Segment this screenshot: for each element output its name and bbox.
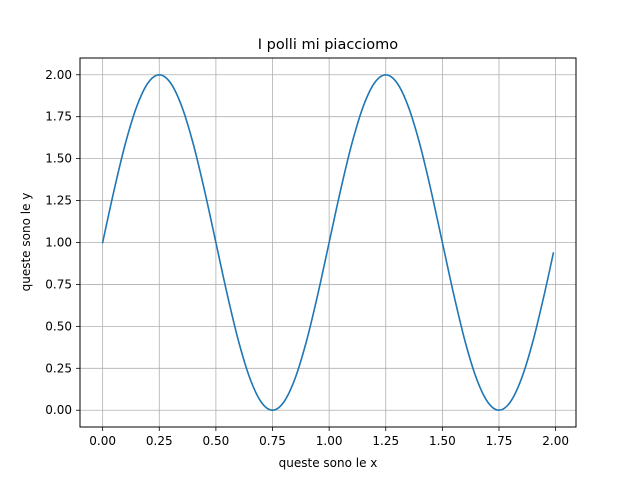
- x-tick-label: 1.75: [486, 434, 513, 448]
- x-tick-label: 1.25: [372, 434, 399, 448]
- series-line: [101, 73, 555, 412]
- x-tick-label: 0.75: [259, 434, 286, 448]
- y-tick-label: 0.25: [45, 361, 72, 375]
- y-tick-label: 0.00: [45, 403, 72, 417]
- x-tick-label: 1.00: [316, 434, 343, 448]
- x-axis-label: queste sono le x: [279, 456, 378, 470]
- y-axis-label: queste sono le y: [19, 193, 33, 292]
- x-tick-label: 0.00: [89, 434, 116, 448]
- y-tick-label: 1.00: [45, 236, 72, 250]
- series-layer: [101, 73, 555, 412]
- x-axis-ticks: 0.00 0.25 0.50 0.75 1.00 1.25 1.50 1.75 2.00: [89, 427, 569, 448]
- y-tick-label: 1.25: [45, 194, 72, 208]
- grid: [80, 58, 576, 427]
- y-tick-label: 1.50: [45, 152, 72, 166]
- x-tick-label: 0.50: [203, 434, 230, 448]
- x-tick-label: 0.25: [146, 434, 173, 448]
- x-tick-label: 1.50: [429, 434, 456, 448]
- y-tick-label: 1.75: [45, 110, 72, 124]
- y-tick-label: 0.50: [45, 319, 72, 333]
- chart-title: I polli mi piacciomo: [258, 37, 399, 53]
- y-axis-ticks: 0.00 0.25 0.50 0.75 1.00 1.25 1.50 1.75 2.00: [45, 68, 80, 417]
- y-tick-label: 0.75: [45, 277, 72, 291]
- x-tick-label: 2.00: [542, 434, 569, 448]
- y-tick-label: 2.00: [45, 68, 72, 82]
